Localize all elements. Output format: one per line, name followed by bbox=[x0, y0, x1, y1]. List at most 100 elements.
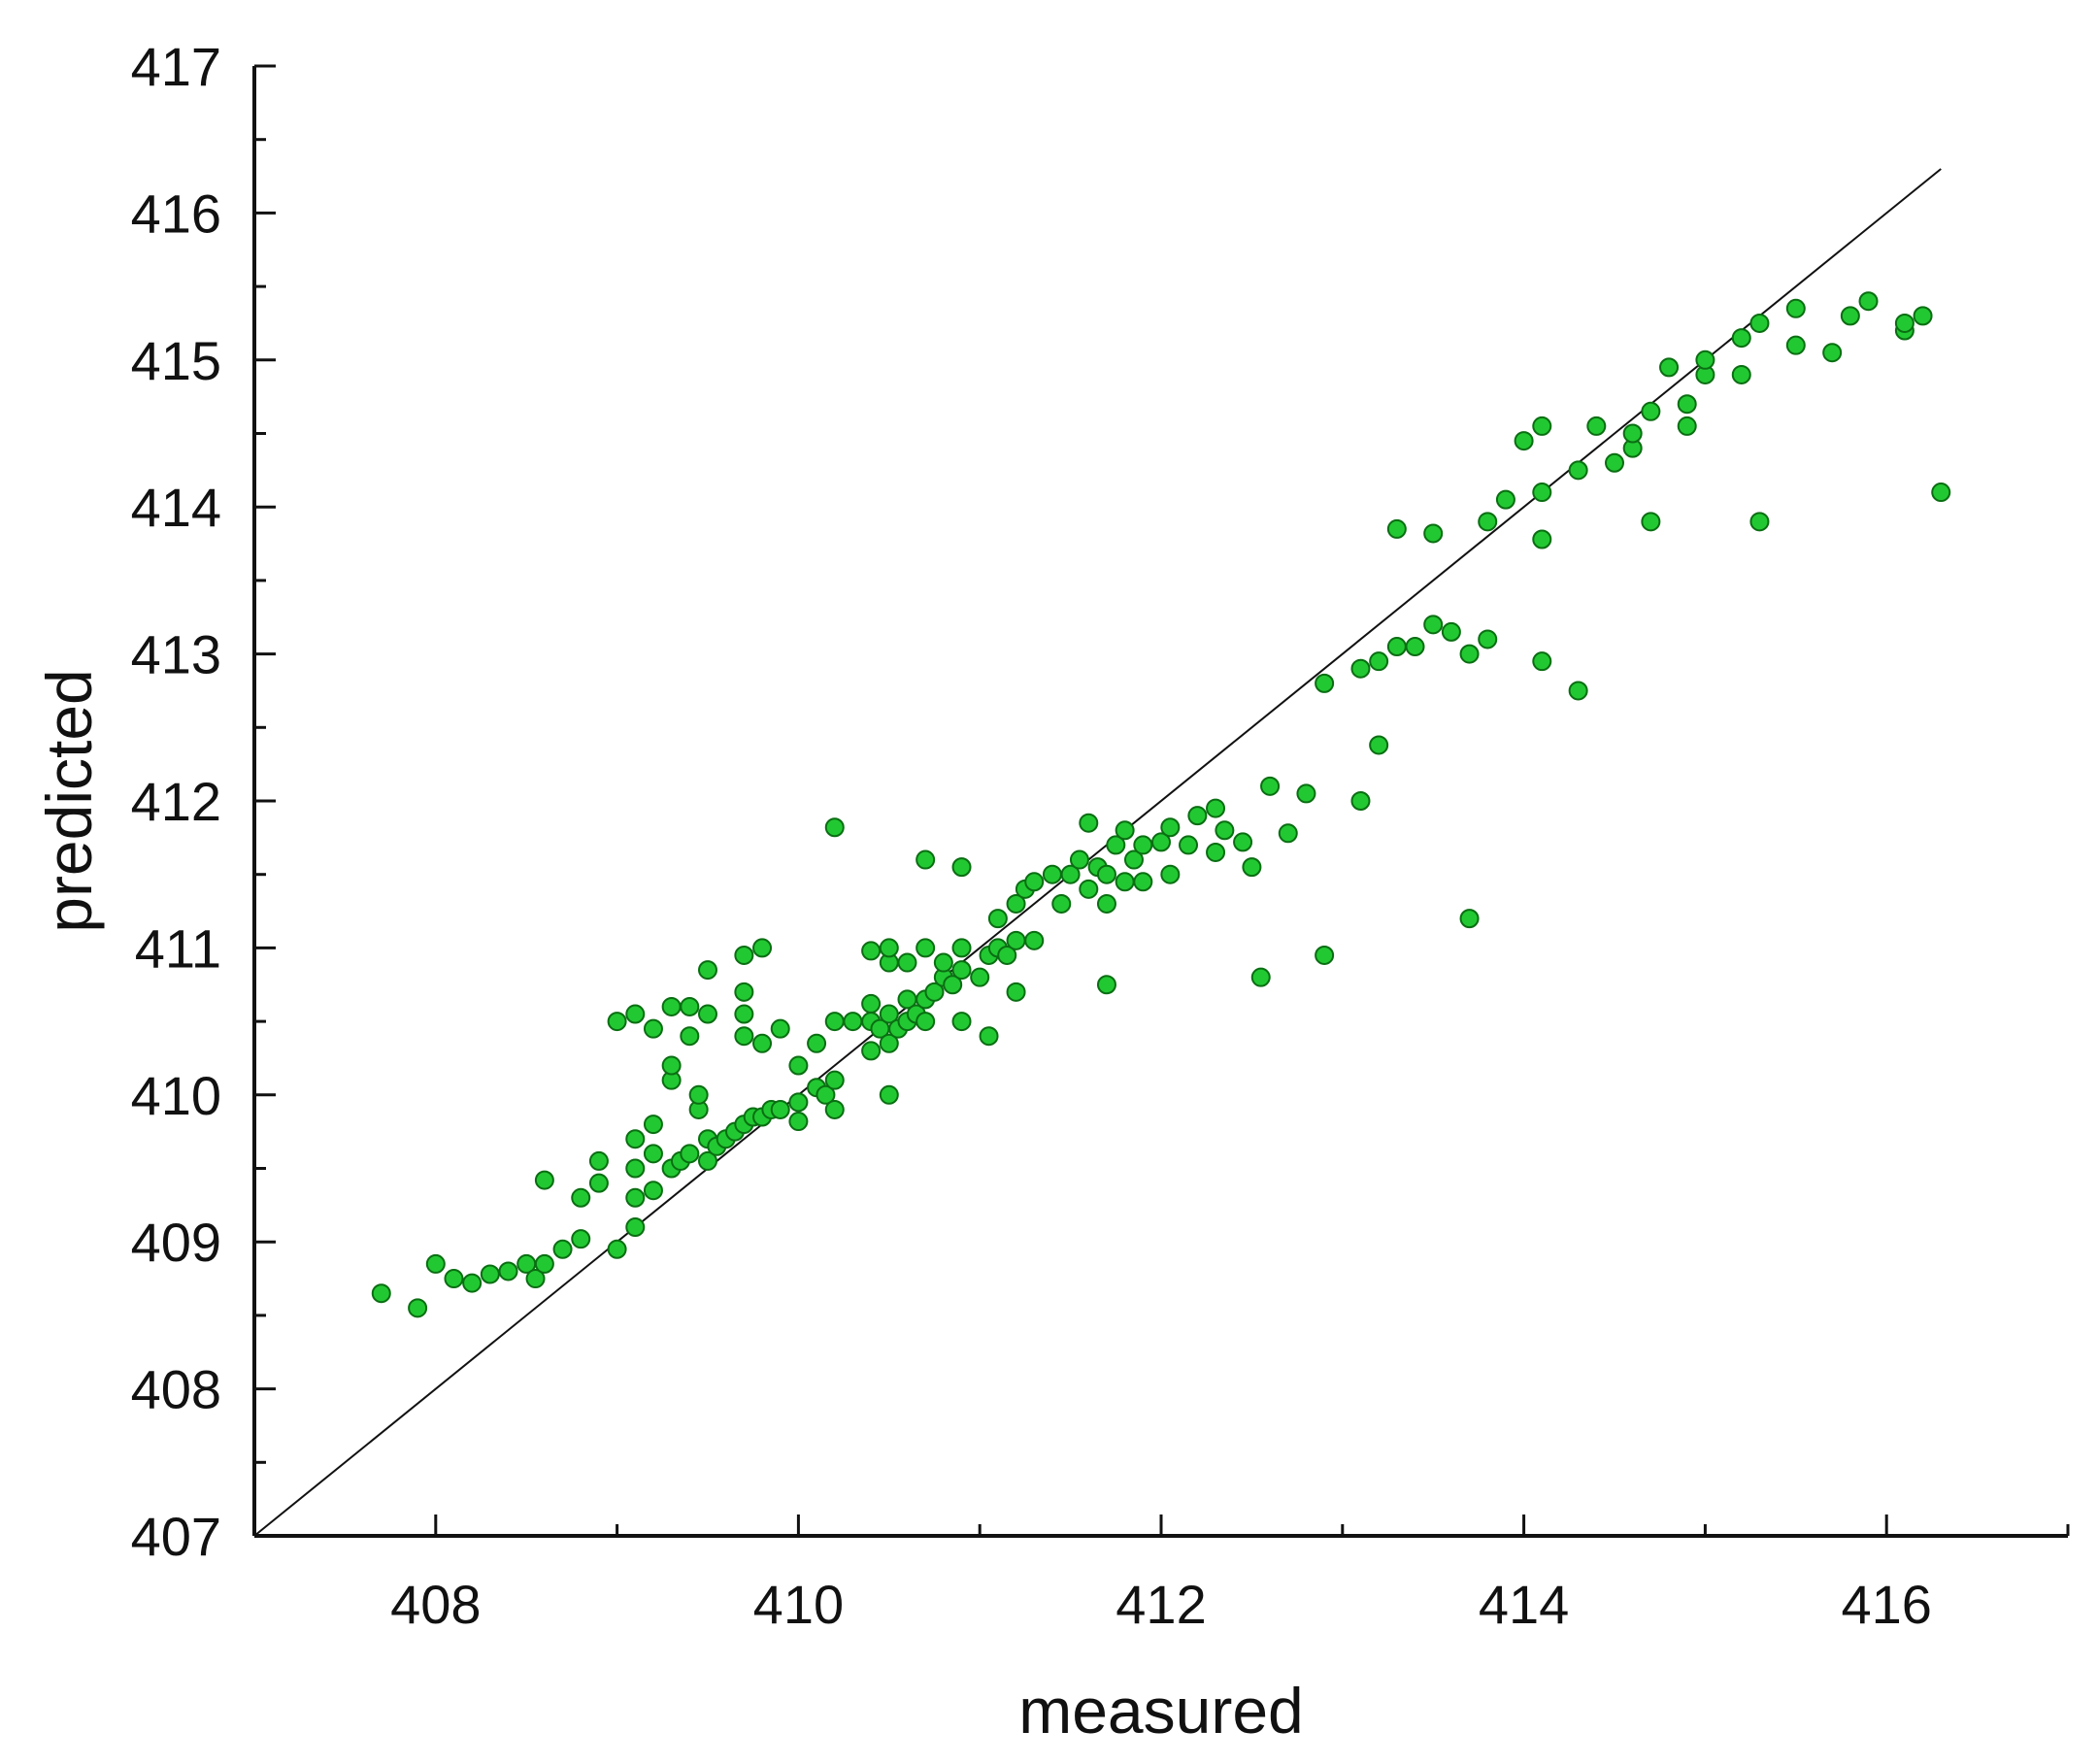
data-point bbox=[1096, 864, 1116, 884]
data-point bbox=[1006, 982, 1026, 1002]
data-point bbox=[1532, 416, 1552, 436]
data-point bbox=[879, 938, 899, 958]
data-point bbox=[1315, 673, 1335, 693]
data-point bbox=[698, 960, 717, 981]
data-point bbox=[933, 952, 953, 973]
data-point bbox=[788, 1055, 809, 1076]
data-point bbox=[824, 817, 845, 838]
data-point bbox=[1532, 529, 1552, 549]
data-point bbox=[752, 938, 773, 958]
data-point bbox=[1215, 820, 1235, 841]
data-point bbox=[987, 909, 1008, 929]
data-point bbox=[1478, 629, 1498, 649]
data-point bbox=[1024, 930, 1045, 950]
data-point bbox=[1350, 791, 1371, 811]
data-point bbox=[643, 1018, 663, 1039]
data-point bbox=[408, 1298, 428, 1318]
data-point bbox=[1749, 313, 1770, 333]
data-point bbox=[534, 1170, 554, 1190]
data-point bbox=[970, 967, 990, 987]
data-point bbox=[1622, 423, 1643, 444]
data-point bbox=[643, 1115, 663, 1135]
data-point bbox=[951, 960, 972, 981]
data-point bbox=[788, 1112, 809, 1132]
data-point bbox=[1677, 394, 1697, 415]
data-point bbox=[1532, 651, 1552, 672]
data-point bbox=[1278, 823, 1298, 844]
data-point bbox=[1079, 813, 1099, 833]
data-point bbox=[1840, 306, 1860, 326]
data-points bbox=[371, 291, 1951, 1318]
x-tick-label: 414 bbox=[1479, 1574, 1569, 1635]
x-tick-label: 412 bbox=[1116, 1574, 1206, 1635]
data-point bbox=[1423, 615, 1444, 635]
y-tick-label: 413 bbox=[131, 624, 221, 685]
data-point bbox=[1069, 849, 1089, 870]
data-point bbox=[1260, 776, 1281, 796]
data-point bbox=[1386, 518, 1407, 539]
data-point bbox=[861, 941, 882, 961]
data-point bbox=[1115, 820, 1135, 841]
data-point bbox=[462, 1273, 483, 1293]
data-point bbox=[698, 1150, 717, 1171]
data-point bbox=[588, 1173, 609, 1193]
data-point bbox=[951, 938, 972, 958]
data-point bbox=[1731, 364, 1751, 384]
data-point bbox=[916, 938, 936, 958]
data-point bbox=[1315, 945, 1335, 965]
data-point bbox=[1042, 864, 1062, 884]
data-point bbox=[625, 1129, 646, 1149]
y-axis-title: predicted bbox=[33, 669, 105, 933]
data-point bbox=[1206, 798, 1226, 818]
data-point bbox=[1096, 893, 1116, 914]
data-point bbox=[843, 1012, 863, 1032]
y-tick-label: 416 bbox=[131, 183, 221, 244]
data-point bbox=[1641, 512, 1661, 532]
data-point bbox=[444, 1269, 464, 1289]
data-point bbox=[1605, 452, 1624, 473]
data-point bbox=[1441, 621, 1461, 642]
data-point bbox=[1151, 832, 1171, 852]
tick-labels: 408 410 412 414 416 407 408 409 410 411 412 413 414 4… bbox=[131, 36, 1932, 1635]
y-tick-label: 408 bbox=[131, 1359, 221, 1420]
data-point bbox=[1160, 817, 1181, 838]
data-point bbox=[807, 1033, 827, 1053]
data-point bbox=[371, 1283, 391, 1304]
data-point bbox=[1206, 842, 1226, 862]
data-point bbox=[951, 1012, 972, 1032]
data-point bbox=[607, 1012, 627, 1032]
data-point bbox=[1250, 967, 1271, 987]
x-tick-label: 416 bbox=[1841, 1574, 1931, 1635]
data-point bbox=[1749, 512, 1770, 532]
y-tick-label: 411 bbox=[135, 917, 221, 979]
data-point bbox=[916, 849, 936, 870]
data-point bbox=[1822, 343, 1843, 363]
data-point bbox=[688, 1084, 709, 1105]
x-tick-label: 408 bbox=[390, 1574, 481, 1635]
data-point bbox=[1459, 909, 1480, 929]
data-point bbox=[425, 1253, 446, 1274]
data-point bbox=[1514, 431, 1534, 451]
data-point bbox=[1459, 644, 1480, 664]
data-point bbox=[1051, 893, 1072, 914]
ticks bbox=[252, 64, 2070, 1538]
x-tick-label: 410 bbox=[753, 1574, 844, 1635]
data-point bbox=[1478, 512, 1498, 532]
data-point bbox=[571, 1229, 591, 1249]
y-tick-label: 407 bbox=[131, 1506, 221, 1567]
data-point bbox=[1858, 291, 1879, 312]
data-point bbox=[625, 1217, 646, 1238]
data-point bbox=[1160, 864, 1181, 884]
data-point bbox=[1079, 879, 1099, 899]
data-point bbox=[1350, 658, 1371, 679]
data-point bbox=[1568, 681, 1588, 701]
data-point bbox=[979, 1026, 999, 1047]
data-point bbox=[879, 1004, 899, 1024]
data-point bbox=[680, 1026, 700, 1047]
data-point bbox=[643, 1181, 663, 1201]
data-point bbox=[1405, 637, 1425, 657]
data-point bbox=[534, 1253, 554, 1274]
data-point bbox=[788, 1092, 809, 1113]
data-point bbox=[924, 982, 945, 1002]
